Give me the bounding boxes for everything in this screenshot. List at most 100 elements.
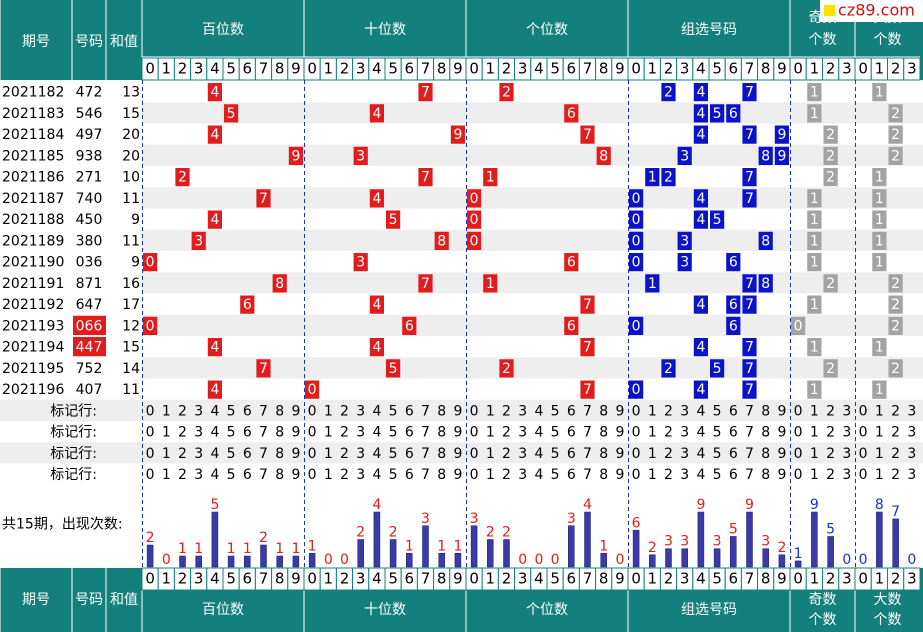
count-bar — [503, 539, 510, 568]
digit-value: 7 — [583, 340, 592, 356]
sum: 9 — [131, 212, 140, 228]
mark-digit: 6 — [729, 403, 738, 419]
count-bar — [762, 548, 769, 568]
digit-head: 0 — [631, 60, 641, 78]
digit-value: 7 — [745, 297, 754, 313]
mark-digit: 3 — [518, 446, 527, 462]
count-value: 0 — [534, 552, 543, 568]
mark-digit: 0 — [146, 446, 155, 462]
digit-value: 1 — [875, 382, 884, 398]
number: 497 — [76, 127, 103, 143]
count-value: 3 — [421, 511, 430, 527]
mark-digit: 6 — [729, 467, 738, 483]
mark-digit: 0 — [308, 403, 317, 419]
digit-head: 8 — [437, 60, 447, 78]
count-bar — [260, 544, 267, 568]
logo: cz89.com — [838, 1, 915, 20]
period: 2021183 — [2, 106, 64, 122]
digit-cell — [467, 210, 482, 229]
mark-digit: 1 — [486, 467, 495, 483]
digit-foot: 0 — [469, 570, 479, 588]
digit-foot: 5 — [712, 570, 722, 588]
mark-digit: 0 — [794, 425, 803, 441]
digit-cell — [872, 168, 887, 187]
digit-cell — [742, 189, 757, 208]
digit-cell — [807, 104, 822, 123]
number: 647 — [76, 297, 103, 313]
period: 2021186 — [2, 170, 64, 186]
mark-digit: 4 — [534, 403, 543, 419]
mark-digit: 5 — [227, 403, 236, 419]
digit-head: 0 — [858, 60, 868, 78]
digit-cell — [742, 338, 757, 357]
digit-head: 7 — [421, 60, 431, 78]
mark-digit: 6 — [567, 467, 576, 483]
footer-label: 号码 — [75, 592, 103, 608]
digit-cell — [207, 83, 222, 102]
mark-digit: 2 — [826, 446, 835, 462]
digit-value: 6 — [567, 106, 576, 122]
digit-head: 1 — [162, 60, 172, 78]
count-bar — [454, 553, 462, 568]
count-bar — [746, 511, 753, 568]
mark-digit: 3 — [842, 425, 851, 441]
digit-cell — [888, 146, 903, 165]
count-value: 9 — [696, 497, 705, 513]
digit-cell — [564, 104, 579, 123]
mark-digit: 1 — [875, 446, 884, 462]
logo-bg — [820, 0, 923, 22]
count-bar — [146, 544, 154, 568]
number: 740 — [76, 191, 103, 207]
mark-digit: 8 — [761, 425, 770, 441]
count-label: 共15期，出现次数: — [2, 516, 123, 532]
digit-head: 3 — [907, 60, 917, 78]
digit-value: 1 — [875, 233, 884, 249]
count-value: 9 — [745, 497, 754, 513]
mark-digit: 0 — [632, 425, 641, 441]
mark-digit: 3 — [518, 425, 527, 441]
mark-label: 标记行: — [50, 467, 97, 483]
digit-foot: 1 — [810, 570, 820, 588]
count-value: 1 — [599, 538, 608, 554]
mark-digit: 1 — [648, 403, 657, 419]
mark-digit: 3 — [842, 446, 851, 462]
mark-digit: 7 — [421, 403, 430, 419]
digit-cell — [629, 189, 644, 208]
digit-foot: 2 — [891, 570, 901, 588]
count-value: 1 — [243, 541, 252, 557]
digit-cell — [758, 146, 773, 165]
mark-digit: 0 — [308, 425, 317, 441]
mark-digit: 6 — [243, 467, 252, 483]
count-value: 2 — [648, 540, 657, 556]
mark-digit: 3 — [907, 425, 916, 441]
digit-cell — [596, 146, 611, 165]
digit-cell — [467, 231, 482, 250]
digit-cell — [353, 253, 368, 272]
mark-digit: 1 — [486, 403, 495, 419]
digit-foot: 8 — [275, 570, 285, 588]
digit-head: 9 — [777, 60, 787, 78]
mark-digit: 3 — [194, 403, 203, 419]
mark-digit: 0 — [308, 467, 317, 483]
mark-digit: 4 — [534, 467, 543, 483]
digit-head: 2 — [502, 60, 512, 78]
mark-digit: 0 — [794, 446, 803, 462]
count-value: 1 — [194, 541, 203, 557]
sum: 11 — [122, 191, 140, 207]
digit-value: 6 — [729, 318, 738, 334]
digit-foot: 0 — [307, 570, 317, 588]
digit-foot: 4 — [372, 570, 382, 588]
mark-digit: 6 — [243, 425, 252, 441]
count-value: 1 — [178, 541, 187, 557]
digit-head: 8 — [599, 60, 609, 78]
section-title: 个位数 — [526, 602, 568, 618]
digit-value: 8 — [275, 276, 284, 292]
mark-digit: 7 — [259, 446, 268, 462]
count-bar — [195, 555, 202, 568]
mark-digit: 2 — [502, 467, 511, 483]
digit-value: 1 — [810, 255, 819, 271]
digit-foot: 0 — [145, 570, 155, 588]
digit-cell — [710, 359, 725, 378]
count-bar — [730, 536, 737, 568]
digit-head: 9 — [615, 60, 625, 78]
